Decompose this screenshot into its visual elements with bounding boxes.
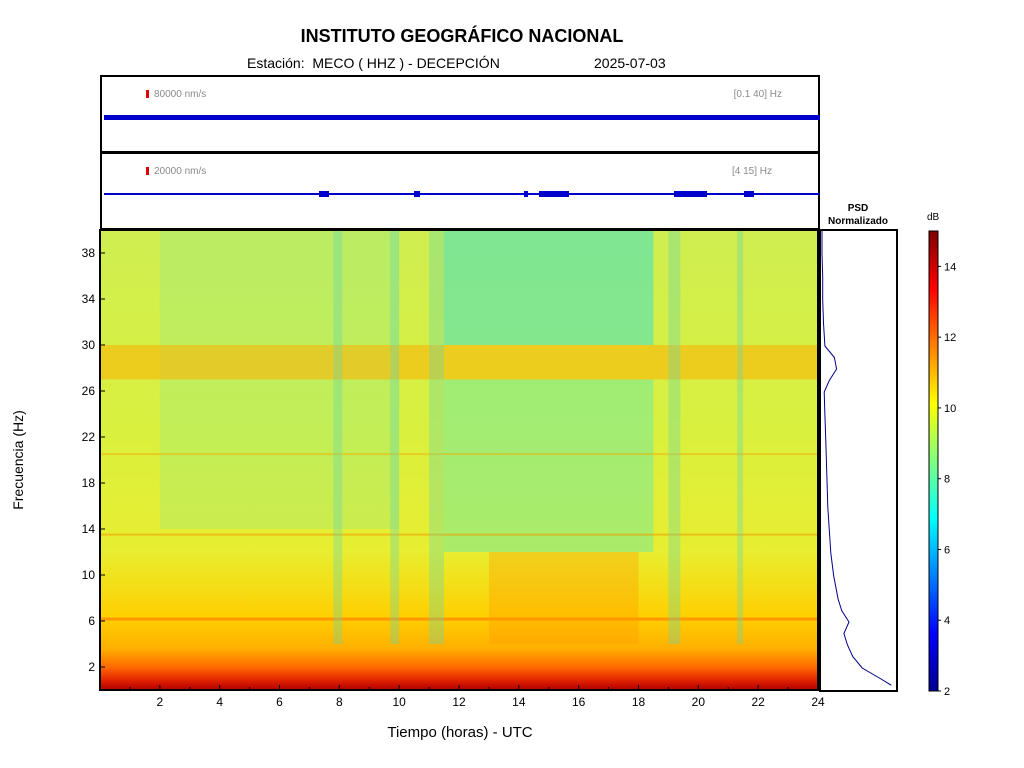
x-tick-label: 24 [811, 695, 825, 708]
x-tick-label: 8 [336, 695, 343, 708]
x-tick-label: 6 [276, 695, 283, 708]
psd-title-line1: PSD [847, 203, 869, 214]
trace-baseline [104, 193, 820, 195]
colorbar-tick-label: 14 [944, 261, 956, 273]
trace-burst [744, 191, 754, 197]
x-tick-label: 16 [572, 695, 586, 708]
x-tick-label: 20 [692, 695, 706, 708]
band-label: [4 15] Hz [731, 166, 772, 177]
y-tick-label: 26 [82, 384, 96, 398]
band-label: [0.1 40] Hz [733, 89, 782, 100]
colorbar-tick-label: 2 [944, 686, 950, 698]
y-tick-label: 10 [82, 568, 96, 582]
colorbar-tick-label: 8 [944, 474, 950, 486]
colorbar-label: dB [927, 212, 940, 223]
x-tick-label: 12 [452, 695, 466, 708]
y-tick-label: 34 [82, 292, 96, 306]
trace-burst [679, 191, 707, 197]
colorbar-tick-label: 10 [944, 403, 956, 415]
colorbar-tick-label: 4 [944, 615, 950, 627]
y-axis-label: Frecuencia (Hz) [10, 410, 26, 510]
band-20hz [100, 453, 818, 456]
y-tick-label: 18 [82, 476, 96, 490]
trace-panel-filtered: 20000 nm/s [4 15] Hz [100, 152, 820, 230]
x-axis-label: Tiempo (horas) - UTC [387, 724, 533, 741]
trace-panel-broadband: 80000 nm/s [0.1 40] Hz [100, 75, 820, 153]
energy-region [488, 552, 639, 644]
x-tick-label: 14 [512, 695, 526, 708]
time-stripe [333, 230, 343, 644]
x-tick-label: 22 [751, 695, 765, 708]
colorbar-gradient [928, 230, 939, 692]
time-stripe [737, 230, 744, 644]
time-stripe [390, 230, 400, 644]
band-27-30hz [100, 345, 818, 380]
trace-burst [674, 191, 682, 197]
band-13hz [100, 533, 818, 536]
colorbar-tick-label: 12 [944, 332, 956, 344]
x-tick-label: 10 [392, 695, 406, 708]
x-tick-label: 18 [632, 695, 646, 708]
band-6hz [100, 617, 818, 621]
psd-panel [819, 229, 898, 692]
x-tick-label: 4 [216, 695, 223, 708]
y-tick-label: 38 [82, 246, 96, 260]
trace-burst [319, 191, 329, 197]
psd-title-line2: Normalizado [827, 216, 888, 227]
psd-frame [819, 229, 898, 692]
scale-label: 80000 nm/s [154, 89, 207, 100]
y-tick-label: 6 [88, 614, 95, 628]
scale-bar [146, 90, 149, 98]
scale-label: 20000 nm/s [154, 166, 207, 177]
y-tick-label: 22 [82, 430, 96, 444]
date-label: 2025-07-03 [594, 55, 666, 71]
trace-burst [524, 191, 528, 197]
quiet-region-mid [444, 379, 654, 552]
x-tick-label: 2 [156, 695, 163, 708]
y-tick-label: 30 [82, 338, 96, 352]
trace-burst [414, 191, 420, 197]
seismic-trace-filtered [104, 191, 820, 197]
colorbar: 2 4 6 8 10 12 14 [928, 230, 956, 698]
time-stripe [668, 230, 681, 644]
trace-burst [539, 191, 569, 197]
y-tick-label: 2 [88, 660, 95, 674]
y-tick-label: 14 [82, 522, 96, 536]
scale-bar [146, 167, 149, 175]
time-stripe [429, 230, 445, 644]
station-label: Estación: MECO ( HHZ ) - DECEPCIÓN [247, 55, 500, 71]
quiet-region-high [444, 230, 654, 345]
chart-title: INSTITUTO GEOGRÁFICO NACIONAL [300, 26, 624, 46]
seismic-trace [104, 115, 820, 120]
colorbar-tick-label: 6 [944, 544, 950, 556]
psd-curve [821, 231, 892, 686]
psd-title: PSD Normalizado [820, 202, 896, 228]
